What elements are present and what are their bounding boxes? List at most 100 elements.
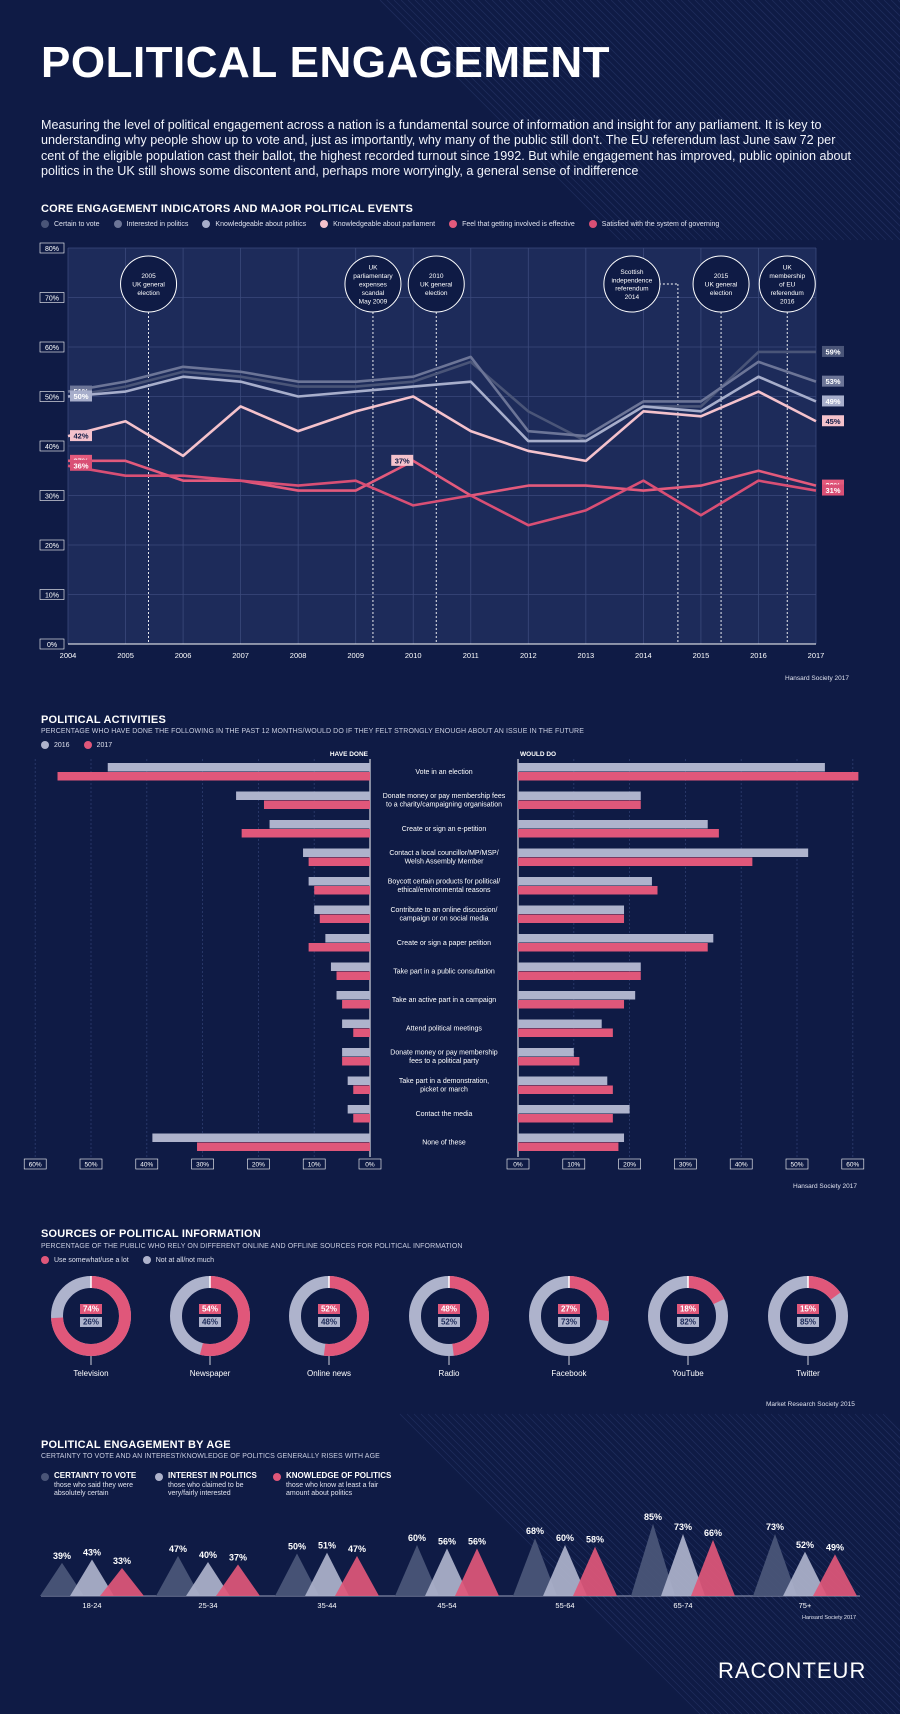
legend-item-satisfied: Satisfied with the system of governing <box>588 220 719 228</box>
bar-have-2017 <box>336 971 370 980</box>
age-group-label: 18-24 <box>82 1601 101 1610</box>
event-circle <box>692 255 750 313</box>
start-label-box <box>70 430 92 442</box>
stripe-line <box>855 0 900 45</box>
stripe-line <box>581 1413 883 1714</box>
age-group-label: 65-74 <box>673 1601 692 1610</box>
heading-have-done: HAVE DONE <box>330 751 369 758</box>
bar-have-2016 <box>107 763 371 772</box>
event-label: UK general <box>705 282 738 289</box>
age-triangle-2 <box>813 1554 857 1596</box>
activities-chart: HAVE DONE WOULD DO 0% 0% 10% 10% 20% 20% 30% 30% 4… <box>23 751 865 1170</box>
series-line-4 <box>68 459 817 497</box>
stripe-line <box>763 1413 900 1551</box>
bar-would-2016 <box>518 905 625 914</box>
bar-have-2017 <box>353 1085 370 1094</box>
x-tick-label: 40% <box>735 1162 748 1169</box>
use-label-box <box>797 1304 819 1314</box>
stripe-line <box>393 0 635 241</box>
age-triangle-2 <box>455 1548 499 1596</box>
y-tick-box <box>39 539 65 551</box>
activities-title: POLITICAL ACTIVITIES <box>41 714 167 726</box>
stripe-line <box>386 0 628 241</box>
category-label: Create or sign an e-petition <box>402 826 487 833</box>
donut-name: Twitter <box>796 1369 820 1378</box>
bar-have-2016 <box>308 877 370 886</box>
not-label-box <box>558 1317 580 1327</box>
x-tick-label: 2012 <box>520 651 537 660</box>
use-label: 15% <box>800 1305 816 1314</box>
bar-would-2016 <box>518 1076 608 1085</box>
age-value-label: 52% <box>796 1540 814 1550</box>
stripe-line <box>519 0 761 241</box>
stripe-line <box>812 1413 900 1502</box>
stripe-line <box>547 0 789 241</box>
age-value-label: 85% <box>644 1512 662 1522</box>
bar-have-2016 <box>325 934 370 943</box>
event-label: UK general <box>420 282 453 289</box>
category-label: None of these <box>422 1140 466 1147</box>
event-label: 2014 <box>625 294 640 301</box>
stripe-line <box>729 0 900 171</box>
stripe-line <box>848 0 900 52</box>
category-label: campaign or on social media <box>399 916 488 923</box>
x-tick-label: 60% <box>846 1162 859 1169</box>
stripe-line <box>757 0 900 143</box>
x-tick-label: 2017 <box>808 651 825 660</box>
not-label: 26% <box>83 1318 99 1327</box>
not-label: 46% <box>202 1318 218 1327</box>
stripe-line <box>736 0 900 164</box>
category-label: Donate money or pay membership fees <box>383 793 506 800</box>
event-circle <box>758 255 816 313</box>
category-label: Attend political meetings <box>406 1026 482 1033</box>
legend-title: INTEREST IN POLITICS <box>168 1471 257 1480</box>
bar-have-2016 <box>330 962 370 971</box>
bar-would-2016 <box>518 1105 630 1114</box>
y-tick-box <box>39 589 65 600</box>
stripe-line <box>526 0 768 241</box>
age-group-label: 25-34 <box>198 1601 217 1610</box>
event-circle <box>120 255 178 313</box>
mid-label: 37% <box>395 456 410 465</box>
series-line-5 <box>67 464 817 527</box>
stripe-line <box>652 0 894 241</box>
bar-would-2016 <box>518 1133 625 1142</box>
stripe-line <box>638 0 880 241</box>
y-tick-box <box>39 292 65 303</box>
stripe-line <box>728 1413 900 1586</box>
age-triangle-0 <box>631 1523 675 1596</box>
x-tick-label: 40% <box>140 1162 153 1169</box>
stripe-line <box>434 1413 736 1714</box>
use-label-box <box>438 1304 460 1314</box>
stripe-line <box>421 0 663 241</box>
stripe-line <box>708 0 900 192</box>
category-label: fees to a political party <box>409 1058 479 1065</box>
x-tick-label: 2011 <box>463 651 479 660</box>
category-label: to a charity/campaigning organisation <box>386 802 502 809</box>
end-label: 59% <box>825 347 840 356</box>
bar-have-2017 <box>308 943 370 952</box>
stripe-line <box>644 1413 900 1670</box>
stripe-line <box>799 0 900 101</box>
event-label: 2016 <box>780 298 795 305</box>
use-label-box <box>558 1304 580 1314</box>
bar-have-2017 <box>308 857 370 866</box>
age-group-label: 45-54 <box>437 1601 456 1610</box>
event-circle <box>344 255 402 313</box>
legend-swatch <box>202 220 211 228</box>
tick-box <box>191 1158 214 1170</box>
age-triangle-0 <box>513 1538 557 1596</box>
series-line-2 <box>67 375 817 443</box>
event-label: 2010 <box>429 273 444 280</box>
stripe-line <box>778 0 900 122</box>
not-label-box <box>199 1317 221 1327</box>
bar-would-2016 <box>518 791 641 800</box>
legend-item-2016: 2016 <box>41 741 70 749</box>
bar-have-2017 <box>353 1114 370 1123</box>
sources-legend: Use somewhat/use a lot Not at all/not mu… <box>41 1256 214 1264</box>
not-label: 82% <box>680 1318 696 1327</box>
donut-name: Television <box>73 1369 108 1378</box>
legend-item-interested: Interested in politics <box>113 220 188 228</box>
x-tick-label: 2008 <box>290 651 307 660</box>
use-label: 52% <box>321 1305 337 1314</box>
